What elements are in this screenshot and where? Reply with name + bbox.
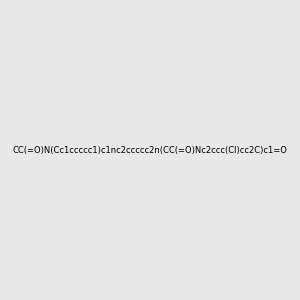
Text: CC(=O)N(Cc1ccccc1)c1nc2ccccc2n(CC(=O)Nc2ccc(Cl)cc2C)c1=O: CC(=O)N(Cc1ccccc1)c1nc2ccccc2n(CC(=O)Nc2… <box>13 146 287 154</box>
